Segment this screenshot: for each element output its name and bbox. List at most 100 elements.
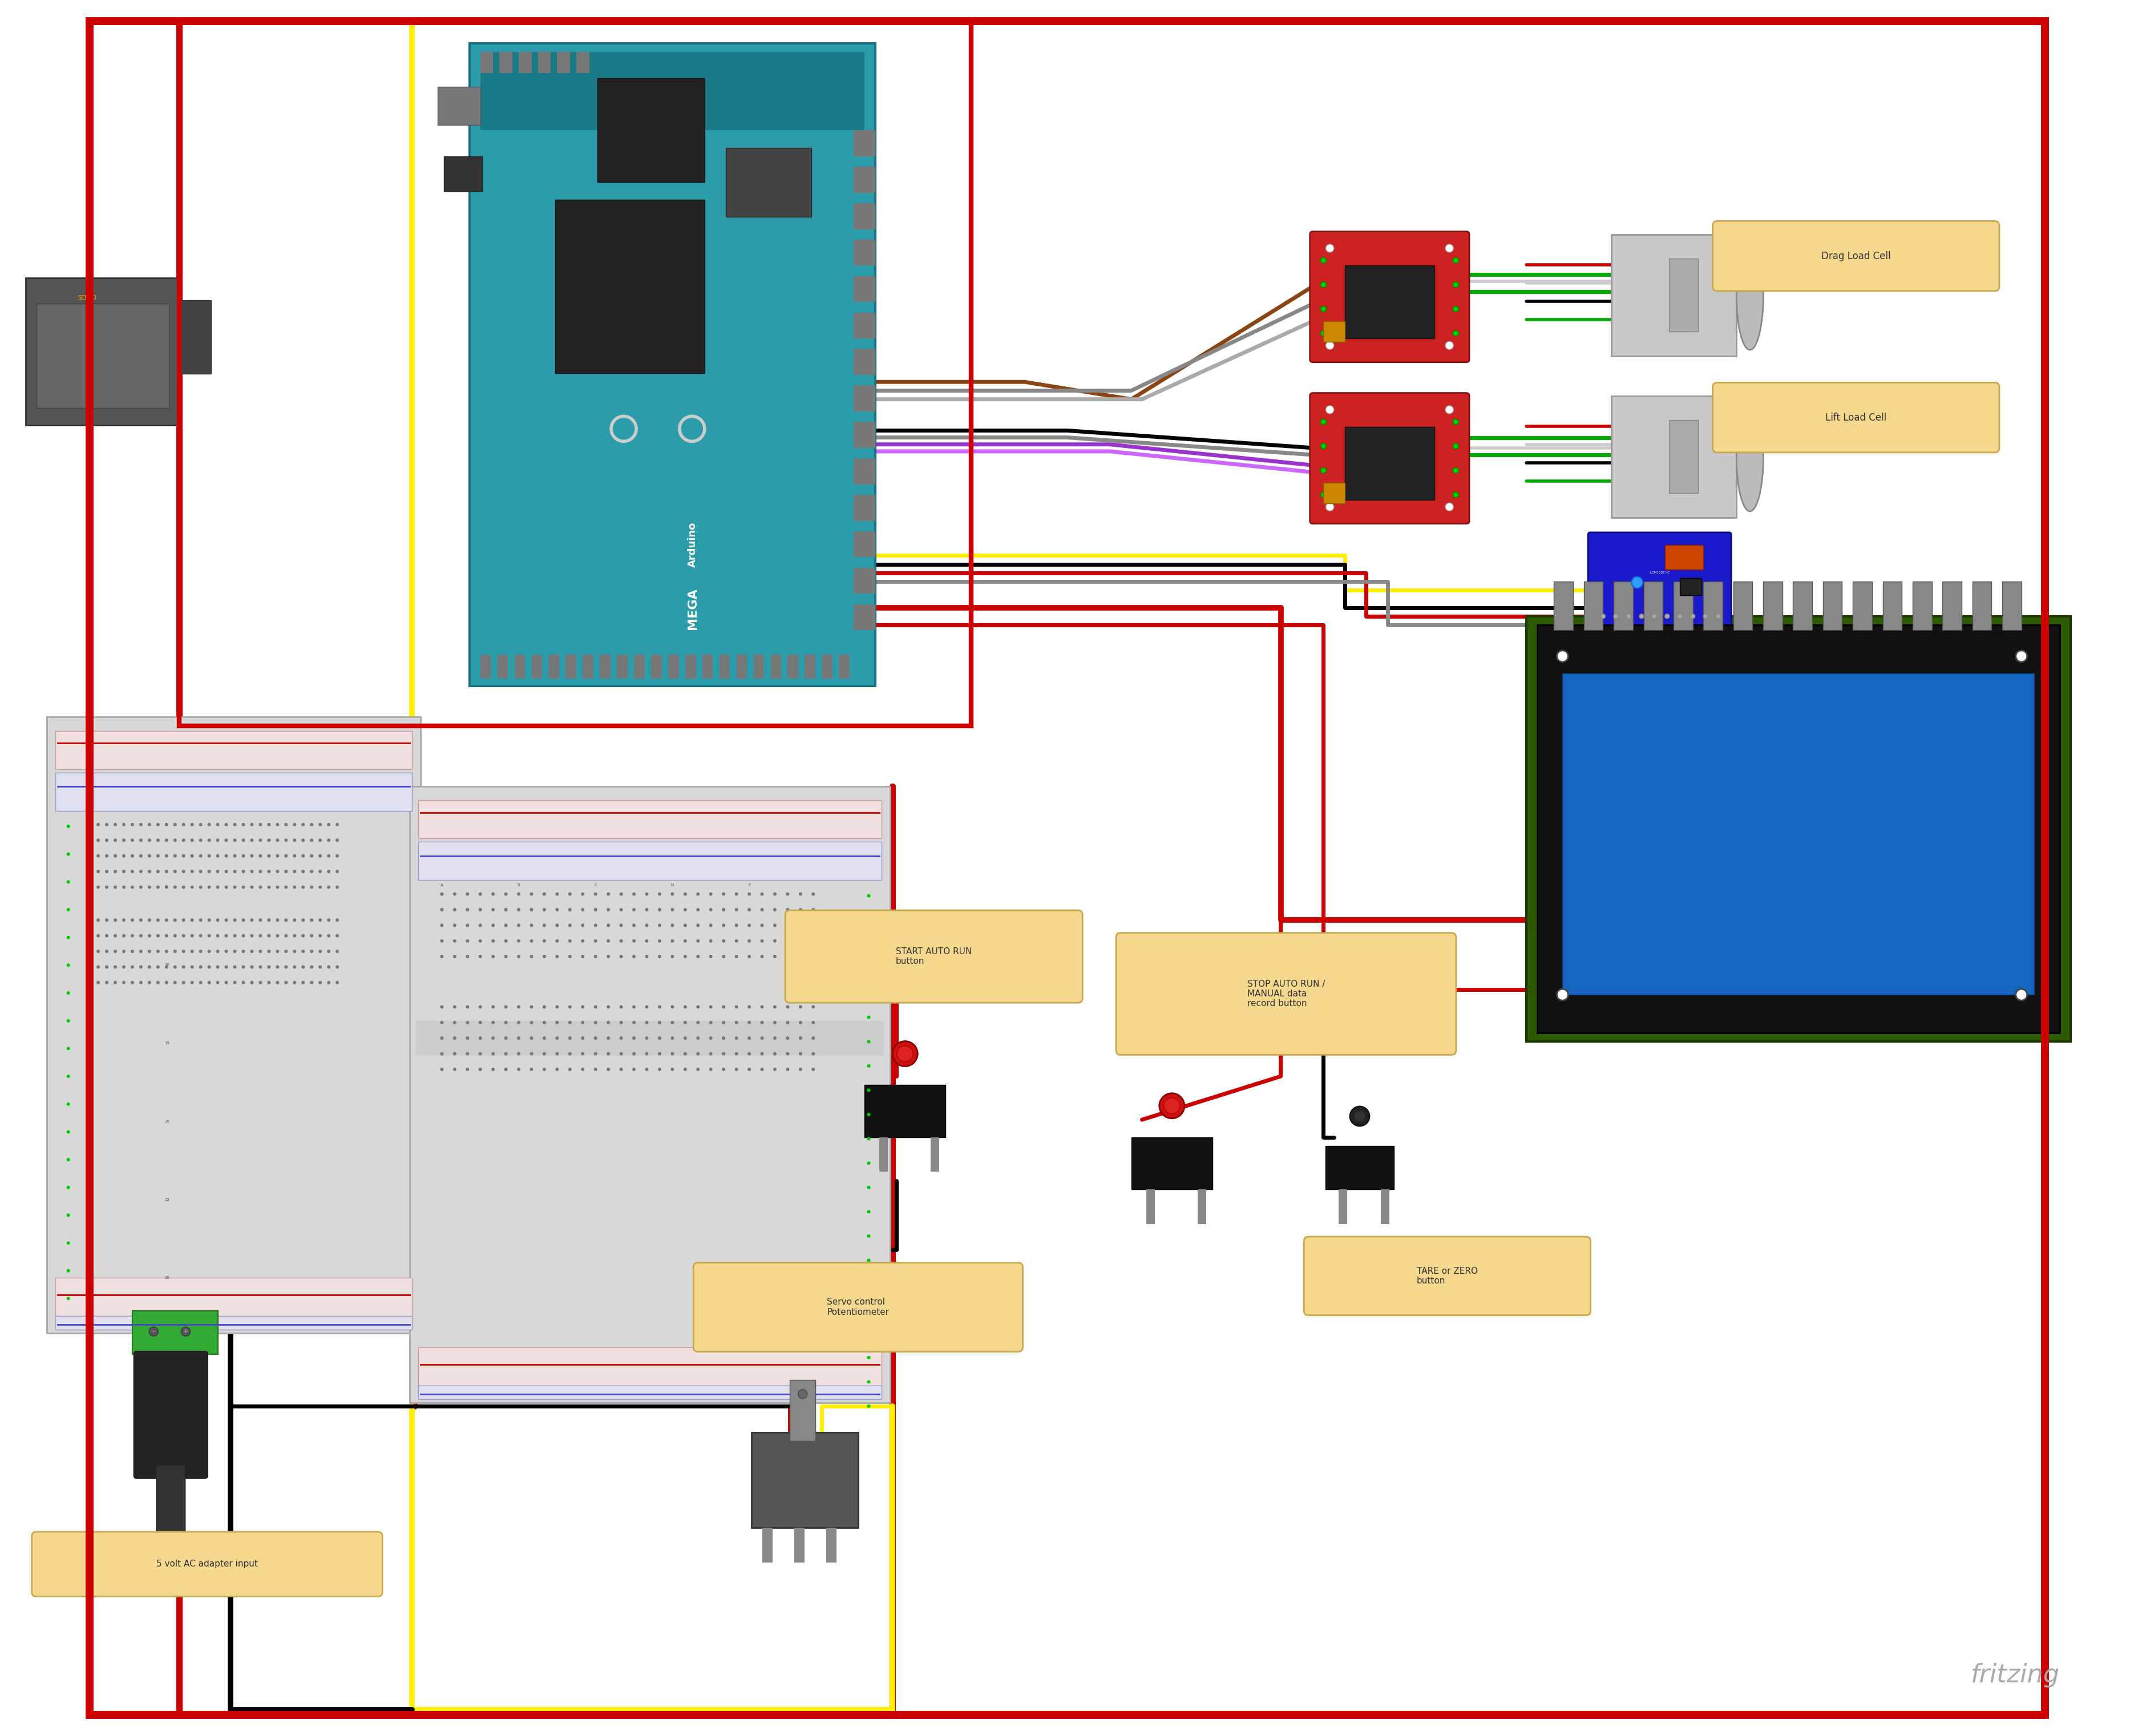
- Circle shape: [440, 1021, 444, 1024]
- Circle shape: [1630, 576, 1643, 589]
- Circle shape: [1349, 1106, 1370, 1127]
- Circle shape: [1325, 245, 1334, 252]
- Circle shape: [275, 854, 280, 858]
- Circle shape: [207, 870, 211, 873]
- Circle shape: [734, 1021, 738, 1024]
- Circle shape: [105, 965, 109, 969]
- Text: STOP AUTO RUN /
MANUAL data
record button: STOP AUTO RUN / MANUAL data record butto…: [1246, 979, 1325, 1009]
- Circle shape: [606, 1005, 610, 1009]
- Circle shape: [258, 870, 262, 873]
- Circle shape: [250, 885, 254, 889]
- Bar: [1554, 582, 1573, 630]
- Circle shape: [866, 1210, 871, 1213]
- Circle shape: [96, 965, 100, 969]
- Circle shape: [156, 934, 160, 937]
- Circle shape: [504, 1036, 508, 1040]
- Circle shape: [224, 838, 228, 842]
- Circle shape: [87, 965, 92, 969]
- Bar: [418, 1347, 881, 1385]
- Circle shape: [147, 918, 152, 922]
- Circle shape: [516, 1068, 521, 1071]
- Circle shape: [606, 892, 610, 896]
- Circle shape: [542, 892, 546, 896]
- Bar: [47, 717, 420, 1333]
- Bar: [1763, 582, 1782, 630]
- Circle shape: [1626, 615, 1630, 618]
- Circle shape: [632, 955, 636, 958]
- Circle shape: [207, 981, 211, 984]
- Bar: [480, 52, 493, 73]
- Circle shape: [555, 1021, 559, 1024]
- Circle shape: [190, 965, 194, 969]
- Circle shape: [644, 955, 649, 958]
- Circle shape: [478, 1052, 482, 1055]
- Bar: [719, 654, 730, 679]
- Circle shape: [773, 1005, 777, 1009]
- Circle shape: [275, 934, 280, 937]
- Circle shape: [301, 838, 305, 842]
- Circle shape: [491, 1036, 495, 1040]
- Circle shape: [1325, 406, 1334, 413]
- Circle shape: [1321, 330, 1325, 337]
- Circle shape: [233, 885, 237, 889]
- Circle shape: [760, 924, 764, 927]
- Circle shape: [708, 939, 713, 943]
- Circle shape: [580, 1036, 585, 1040]
- Circle shape: [241, 823, 245, 826]
- Bar: [26, 278, 179, 425]
- Circle shape: [465, 1068, 469, 1071]
- Circle shape: [516, 955, 521, 958]
- Circle shape: [760, 1052, 764, 1055]
- Circle shape: [181, 838, 186, 842]
- Circle shape: [696, 1005, 700, 1009]
- Circle shape: [734, 955, 738, 958]
- Circle shape: [760, 1036, 764, 1040]
- Circle shape: [683, 1052, 687, 1055]
- Circle shape: [1453, 467, 1458, 474]
- Circle shape: [66, 852, 70, 856]
- Circle shape: [198, 981, 203, 984]
- Circle shape: [580, 1068, 585, 1071]
- Circle shape: [224, 823, 228, 826]
- Circle shape: [207, 885, 211, 889]
- Circle shape: [811, 1005, 815, 1009]
- Circle shape: [683, 939, 687, 943]
- Circle shape: [657, 1068, 662, 1071]
- Circle shape: [105, 934, 109, 937]
- Circle shape: [670, 892, 674, 896]
- Circle shape: [1321, 467, 1325, 474]
- Bar: [854, 531, 875, 557]
- Circle shape: [309, 823, 314, 826]
- Circle shape: [866, 1040, 871, 1043]
- Circle shape: [275, 838, 280, 842]
- Circle shape: [465, 924, 469, 927]
- Circle shape: [811, 955, 815, 958]
- Circle shape: [529, 924, 534, 927]
- Circle shape: [327, 965, 331, 969]
- Bar: [753, 654, 764, 679]
- Circle shape: [580, 908, 585, 911]
- Circle shape: [301, 981, 305, 984]
- Bar: [55, 1316, 412, 1330]
- Bar: [548, 654, 559, 679]
- Circle shape: [292, 981, 297, 984]
- Circle shape: [335, 870, 339, 873]
- Circle shape: [267, 934, 271, 937]
- Circle shape: [1703, 615, 1707, 618]
- Circle shape: [66, 1297, 70, 1300]
- Circle shape: [721, 1068, 726, 1071]
- Text: LCM1602 IIC: LCM1602 IIC: [1650, 571, 1669, 575]
- Circle shape: [504, 924, 508, 927]
- Circle shape: [440, 1005, 444, 1009]
- Circle shape: [130, 838, 134, 842]
- Circle shape: [216, 934, 220, 937]
- Bar: [1793, 582, 1812, 630]
- Circle shape: [139, 854, 143, 858]
- Circle shape: [1665, 615, 1669, 618]
- Bar: [1703, 582, 1722, 630]
- Bar: [822, 654, 832, 679]
- Circle shape: [250, 981, 254, 984]
- Circle shape: [644, 908, 649, 911]
- Circle shape: [318, 965, 322, 969]
- Text: Servo control
Potentiometer: Servo control Potentiometer: [826, 1299, 890, 1316]
